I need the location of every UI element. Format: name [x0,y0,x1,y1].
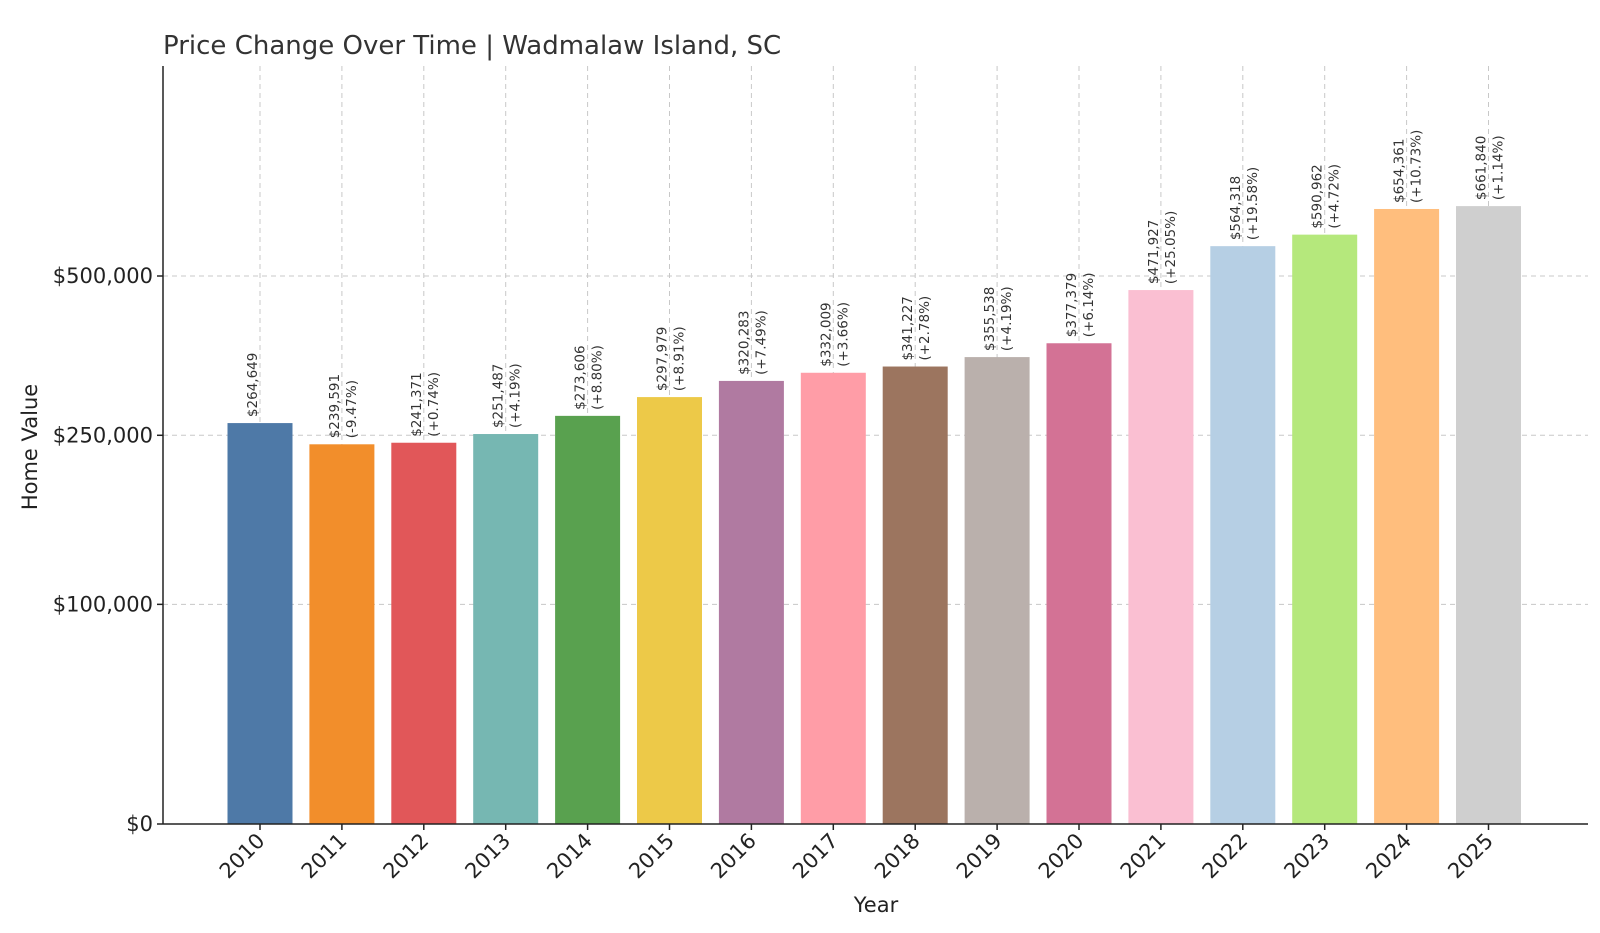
bar-2020 [1046,343,1112,824]
bar-2021 [1128,290,1194,824]
x-tick-label: 2010 [215,829,270,884]
x-tick-label: 2020 [1034,829,1089,884]
bar-2015 [637,397,702,824]
bar-2025 [1456,206,1521,824]
bar-value-label: $251,487 [491,364,507,428]
bar-value-label: $332,009 [818,302,834,366]
bar-2016 [718,380,784,824]
bar-2014 [555,415,621,824]
bar-change-label: (+1.14%) [1491,135,1507,200]
bar-labels-layer: $264,649 $239,591 (-9.47%) $241,371 (+0.74%)… [245,130,1507,439]
x-tick-label: 2018 [870,829,925,884]
bar-2011 [309,444,375,824]
chart-title: Price Change Over Time | Wadmalaw Island… [163,31,781,61]
bar-change-label: (-9.47%) [344,380,360,438]
bar-change-label: (+8.91%) [672,326,688,391]
y-tick-label: $250,000 [53,423,153,447]
x-tick-label: 2012 [379,829,434,884]
x-tick-label: 2013 [460,829,515,884]
bar-2012 [391,442,457,824]
bar-2017 [800,372,866,824]
bar-change-label: (+19.58%) [1245,167,1261,240]
bar-change-label: (+7.49%) [753,310,769,375]
y-tick-label: $0 [126,812,153,836]
x-axis-label: Year [853,893,899,917]
x-tick-label: 2022 [1198,829,1253,884]
x-tick-label: 2021 [1116,829,1171,884]
bar-change-label: (+3.66%) [835,302,851,367]
bar-value-label: $355,538 [982,287,998,351]
bar-value-label: $239,591 [327,374,343,438]
bar-2010 [227,423,293,824]
x-tick-label: 2019 [952,829,1007,884]
x-tick-label: 2015 [624,829,679,884]
bar-value-label: $273,606 [573,345,589,409]
x-tick-label: 2017 [788,829,843,884]
x-tick-label: 2023 [1279,829,1334,884]
bar-change-label: (+0.74%) [426,372,442,437]
bar-change-label: (+8.80%) [590,345,606,410]
bar-value-label: $471,927 [1146,220,1162,284]
x-tick-label: 2024 [1361,829,1416,884]
bar-2013 [473,434,539,824]
bar-change-label: (+2.78%) [917,296,933,361]
bar-2018 [882,366,948,824]
x-tick-label: 2016 [706,829,761,884]
bar-change-label: (+25.05%) [1163,211,1179,284]
y-axis-label: Home Value [18,384,42,510]
bar-value-label: $564,318 [1228,176,1244,240]
bar-2022 [1210,246,1276,824]
bar-change-label: (+4.72%) [1327,164,1343,229]
bars-layer [227,206,1521,825]
x-tick-label: 2025 [1443,829,1498,884]
bar-change-label: (+10.73%) [1409,130,1425,203]
bar-value-label: $661,840 [1474,136,1490,200]
bar-value-label: $320,283 [736,310,752,374]
y-tick-label: $500,000 [53,264,153,288]
x-tick-label: 2014 [542,829,597,884]
bar-value-label: $297,979 [655,327,671,391]
bar-value-label: $590,962 [1310,164,1326,228]
bar-2024 [1374,208,1440,824]
x-tick-label: 2011 [297,829,352,884]
y-tick-label: $100,000 [53,592,153,616]
bar-2019 [964,357,1030,824]
bar-value-label: $241,371 [409,372,425,436]
bar-value-label: $654,361 [1392,139,1408,203]
bar-value-label: $377,379 [1064,273,1080,337]
bar-change-label: (+4.19%) [999,286,1015,351]
bar-2023 [1292,234,1358,825]
bar-change-label: (+6.14%) [1081,273,1097,338]
bar-value-label: $341,227 [900,296,916,360]
bar-value-label: $264,649 [245,353,261,417]
bar-change-label: (+4.19%) [508,363,524,428]
